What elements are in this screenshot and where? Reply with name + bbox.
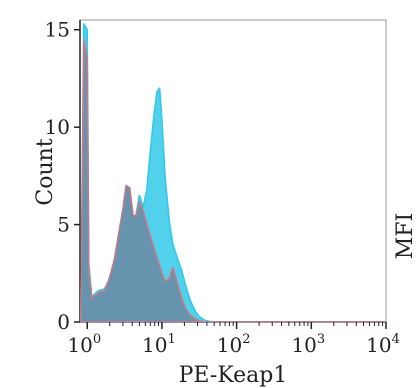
x-tick-label: 104 bbox=[366, 332, 400, 357]
series-layer bbox=[80, 23, 387, 323]
x-axis-title: PE-Keap1 bbox=[179, 363, 288, 388]
mfi-side-label: MFI bbox=[393, 213, 416, 259]
x-tick-label: 102 bbox=[217, 332, 251, 357]
y-tick-label: 15 bbox=[45, 18, 70, 42]
x-tick-label: 100 bbox=[67, 332, 101, 357]
histogram-series-2 bbox=[80, 38, 387, 323]
y-ticks: 0 5 10 15 bbox=[45, 18, 80, 334]
x-tick-label: 103 bbox=[291, 332, 325, 357]
x-ticks: 100 101 102 103 104 bbox=[67, 322, 400, 357]
y-tick-label: 10 bbox=[45, 115, 70, 139]
y-tick-label: 0 bbox=[57, 310, 70, 334]
y-tick-label: 5 bbox=[57, 213, 70, 237]
y-axis-title: Count bbox=[33, 138, 58, 205]
x-tick-label: 101 bbox=[142, 332, 176, 357]
